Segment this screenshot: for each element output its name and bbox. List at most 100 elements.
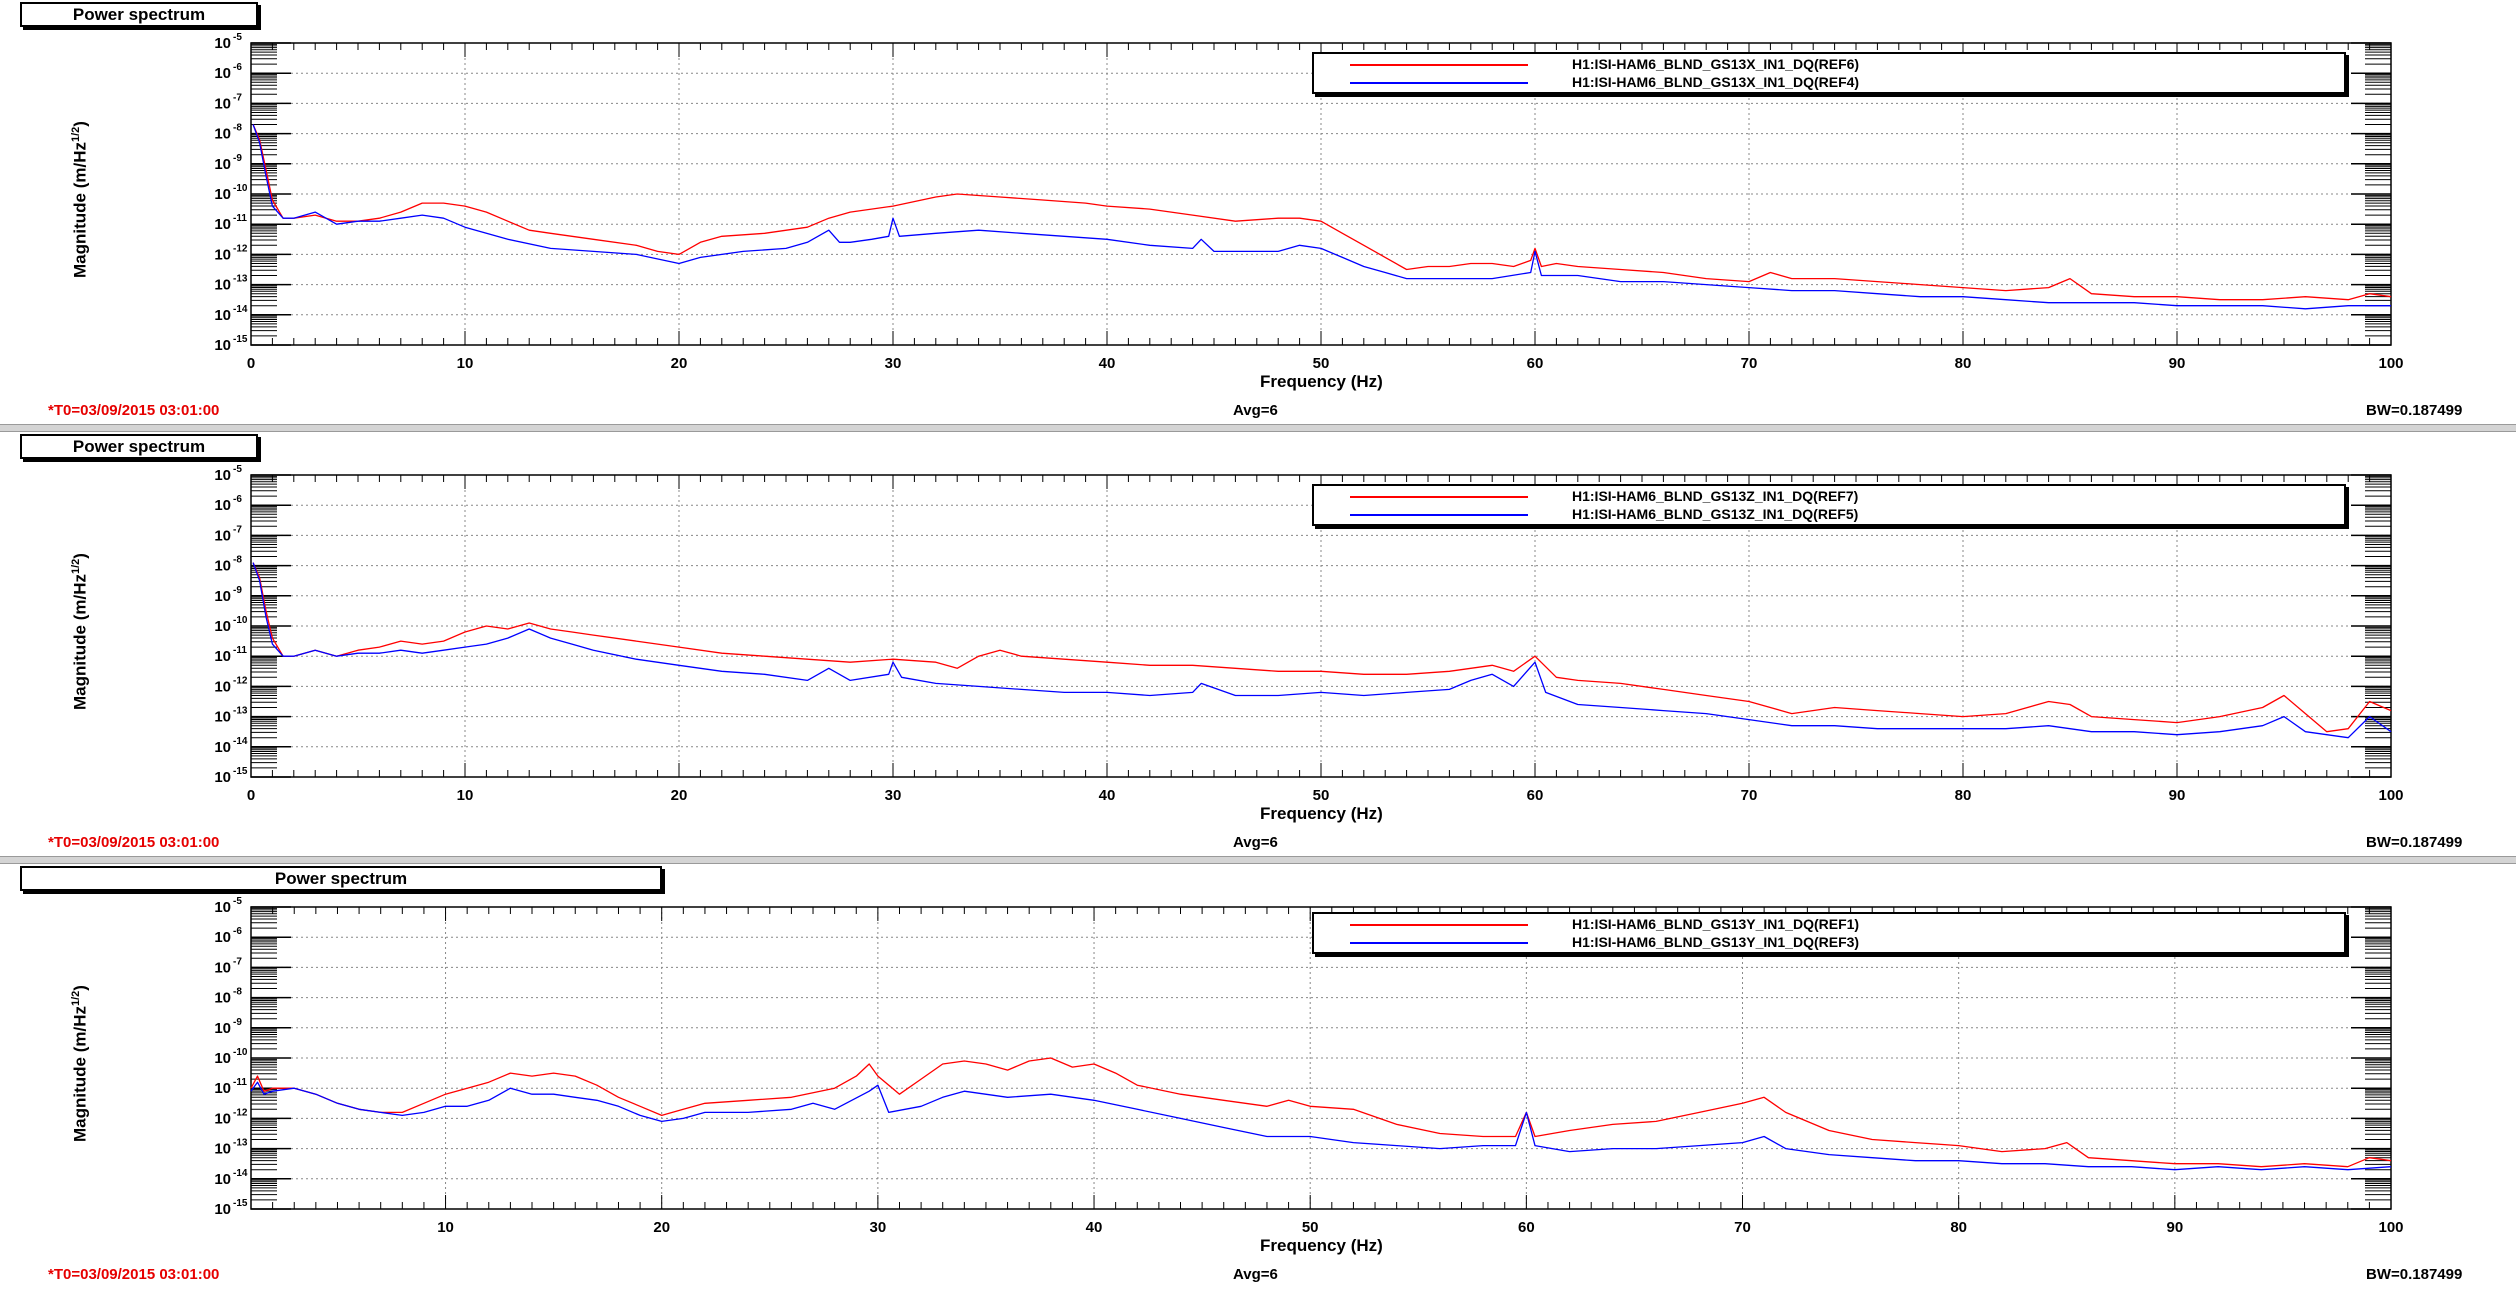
legend-label: H1:ISI-HAM6_BLND_GS13X_IN1_DQ(REF4) (1572, 74, 1860, 90)
y-tick-exponent: -7 (233, 956, 242, 967)
panel-separator[interactable] (0, 424, 2516, 432)
legend[interactable]: H1:ISI-HAM6_BLND_GS13Y_IN1_DQ(REF1) H1:I… (1312, 912, 2346, 954)
y-tick-exponent: -15 (233, 766, 248, 777)
x-tick-label: 60 (1527, 355, 1544, 372)
y-tick-exponent: -12 (233, 1107, 248, 1118)
y-tick-exponent: -10 (233, 615, 248, 626)
spectrum-plot: 10-1510-1410-1310-1210-1110-1010-910-810… (214, 464, 2403, 804)
plot-frame (250, 906, 2392, 1210)
legend-entry: H1:ISI-HAM6_BLND_GS13Z_IN1_DQ(REF7) (1314, 487, 2344, 505)
y-tick-exponent: -11 (233, 645, 247, 656)
bandwidth-value: BW=0.187499 (2366, 834, 2463, 851)
y-tick-exponent: -13 (233, 274, 248, 285)
y-tick-label: 10 (214, 307, 231, 324)
y-tick-label: 10 (214, 65, 231, 82)
y-tick-exponent: -10 (233, 1047, 248, 1058)
x-axis-label: Frequency (Hz) (1260, 1236, 1383, 1255)
spectrum-plot: 10-1510-1410-1310-1210-1110-1010-910-810… (214, 32, 2403, 372)
t0-timestamp: *T0=03/09/2015 03:01:00 (48, 402, 220, 419)
y-tick-exponent: -6 (233, 62, 242, 73)
x-tick-label: 60 (1518, 1219, 1535, 1236)
x-tick-label: 40 (1086, 1219, 1103, 1236)
x-tick-label: 40 (1099, 355, 1116, 372)
t0-timestamp: *T0=03/09/2015 03:01:00 (48, 834, 220, 851)
y-tick-label: 10 (214, 990, 231, 1007)
y-tick-exponent: -7 (233, 524, 242, 535)
x-tick-label: 10 (437, 1219, 454, 1236)
y-axis-label: Magnitude (m/Hz1/2) (70, 121, 90, 278)
y-tick-exponent: -6 (233, 926, 242, 937)
legend-line-blue (1350, 514, 1528, 516)
y-tick-exponent: -9 (233, 153, 242, 164)
y-tick-exponent: -7 (233, 92, 242, 103)
y-tick-label: 10 (214, 216, 231, 233)
legend-entry: H1:ISI-HAM6_BLND_GS13Z_IN1_DQ(REF5) (1314, 505, 2344, 523)
avg-count: Avg=6 (1233, 1266, 1278, 1283)
legend-line-red (1350, 924, 1528, 926)
panel-title[interactable]: Power spectrum (20, 434, 258, 459)
series-red-line (250, 1057, 2392, 1168)
y-tick-exponent: -12 (233, 243, 248, 254)
y-tick-label: 10 (214, 1050, 231, 1067)
legend-label: H1:ISI-HAM6_BLND_GS13Y_IN1_DQ(REF1) (1572, 916, 1860, 932)
y-tick-exponent: -13 (233, 1138, 248, 1149)
spectrum-plot: 10-1510-1410-1310-1210-1110-1010-910-810… (214, 896, 2403, 1236)
y-tick-label: 10 (214, 337, 231, 354)
plot-frame (250, 474, 2392, 778)
y-tick-exponent: -6 (233, 494, 242, 505)
spectrum-panel-1: Power spectrum 10 -15 10 -14 10 -13 10 -12 10 -11… (0, 0, 2516, 426)
x-axis-label: Frequency (Hz) (1260, 372, 1383, 391)
x-tick-label: 70 (1734, 1219, 1751, 1236)
y-tick-exponent: -11 (233, 213, 247, 224)
x-tick-label: 80 (1955, 355, 1972, 372)
legend-label: H1:ISI-HAM6_BLND_GS13Z_IN1_DQ(REF5) (1572, 506, 1859, 522)
x-tick-label: 10 (457, 355, 474, 372)
x-tick-label: 100 (2378, 1219, 2403, 1236)
x-tick-label: 40 (1099, 787, 1116, 804)
y-tick-exponent: -5 (233, 896, 242, 907)
y-tick-exponent: -15 (233, 334, 248, 345)
x-tick-label: 30 (885, 355, 902, 372)
t0-timestamp: *T0=03/09/2015 03:01:00 (48, 1266, 220, 1283)
y-tick-exponent: -14 (233, 304, 248, 315)
legend[interactable]: H1:ISI-HAM6_BLND_GS13Z_IN1_DQ(REF7) H1:I… (1312, 484, 2346, 526)
bandwidth-value: BW=0.187499 (2366, 1266, 2463, 1283)
y-tick-exponent: -13 (233, 706, 248, 717)
y-tick-exponent: -5 (233, 464, 242, 475)
y-tick-exponent: -9 (233, 585, 242, 596)
y-tick-label: 10 (214, 558, 231, 575)
x-tick-label: 30 (885, 787, 902, 804)
legend-line-red (1350, 64, 1528, 66)
y-tick-exponent: -5 (233, 32, 242, 43)
x-tick-label: 80 (1955, 787, 1972, 804)
y-tick-label: 10 (214, 769, 231, 786)
y-tick-label: 10 (214, 648, 231, 665)
y-tick-label: 10 (214, 497, 231, 514)
plot-frame (250, 42, 2392, 346)
legend-label: H1:ISI-HAM6_BLND_GS13Y_IN1_DQ(REF3) (1572, 934, 1860, 950)
x-tick-label: 20 (653, 1219, 670, 1236)
series-blue-line (250, 1081, 2392, 1171)
x-tick-label: 90 (2166, 1219, 2183, 1236)
y-tick-exponent: -8 (233, 987, 242, 998)
legend-entry: H1:ISI-HAM6_BLND_GS13Y_IN1_DQ(REF3) (1314, 933, 2344, 951)
y-tick-label: 10 (214, 588, 231, 605)
y-tick-exponent: -14 (233, 736, 248, 747)
x-tick-label: 100 (2378, 355, 2403, 372)
y-tick-label: 10 (214, 618, 231, 635)
panel-separator[interactable] (0, 856, 2516, 864)
y-tick-exponent: -15 (233, 1198, 248, 1209)
x-tick-label: 0 (247, 787, 255, 804)
panel-title[interactable]: Power spectrum (20, 866, 662, 891)
y-tick-label: 10 (214, 95, 231, 112)
y-tick-label: 10 (214, 246, 231, 263)
legend[interactable]: H1:ISI-HAM6_BLND_GS13X_IN1_DQ(REF6) H1:I… (1312, 52, 2346, 94)
x-tick-label: 90 (2169, 355, 2186, 372)
y-tick-label: 10 (214, 709, 231, 726)
x-tick-label: 50 (1313, 355, 1330, 372)
x-tick-label: 0 (247, 355, 255, 372)
x-tick-label: 50 (1313, 787, 1330, 804)
x-tick-label: 100 (2378, 787, 2403, 804)
y-tick-label: 10 (214, 1020, 231, 1037)
panel-title[interactable]: Power spectrum (20, 2, 258, 27)
